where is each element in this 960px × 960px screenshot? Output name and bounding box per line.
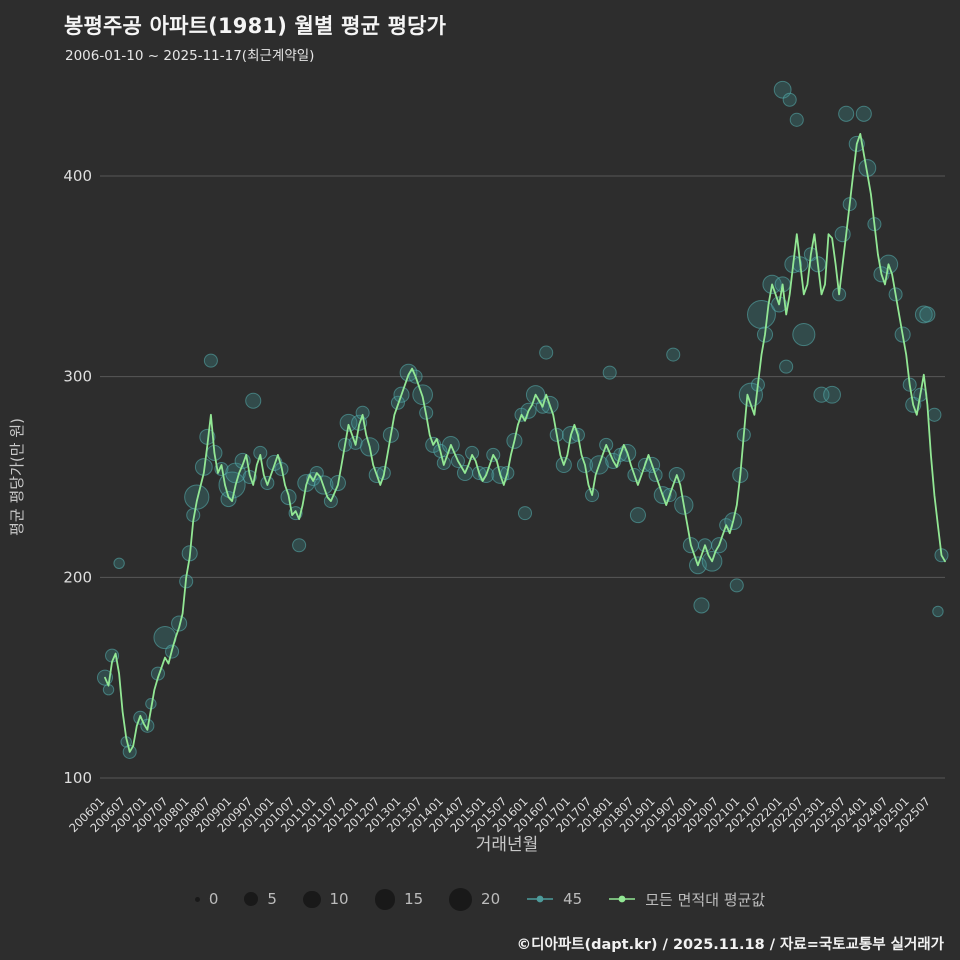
legend-size-item: 15: [374, 889, 424, 910]
bubble-size-dot: [194, 896, 200, 902]
svg-text:평균 평당가(만 원): 평균 평당가(만 원): [8, 418, 26, 536]
legend-size-item: 0: [194, 890, 219, 909]
bubble-size-dot: [302, 890, 321, 909]
svg-text:거래년월: 거래년월: [476, 835, 539, 855]
bubble-size-dot: [449, 888, 473, 911]
chart-subtitle: 2006-01-10 ~ 2025-11-17(최근계약일): [65, 48, 315, 64]
legend-size-item: 20: [449, 888, 500, 911]
legend-series-item: 모든 면적대 평균값: [608, 889, 765, 910]
legend-size-label: 20: [481, 890, 501, 909]
svg-text:100: 100: [63, 769, 92, 787]
bubble-size-dot: [244, 892, 259, 907]
legend-size-item: 5: [244, 890, 277, 909]
svg-text:200: 200: [63, 568, 92, 586]
legend-series-item: 45: [526, 890, 582, 908]
chart-title: 봉평주공 아파트(1981) 월별 평균 평당가: [64, 14, 447, 38]
legend-size-label: 0: [208, 890, 219, 909]
footer-credit: ©디아파트(dapt.kr) / 2025.11.18 / 자료=국토교통부 실…: [516, 937, 944, 953]
legend-size-item: 10: [302, 890, 349, 909]
legend: 0 5 10 15 20 45 모든 면적대 평균값: [0, 888, 960, 911]
series-marker-icon: [527, 896, 554, 903]
legend-size-label: 15: [404, 890, 424, 909]
legend-size-label: 5: [267, 890, 277, 909]
svg-text:400: 400: [63, 167, 92, 185]
series-marker-icon: [609, 896, 636, 903]
legend-size-label: 10: [329, 890, 349, 909]
legend-series-label: 45: [563, 890, 583, 909]
legend-series-label: 모든 면적대 평균값: [645, 890, 766, 909]
svg-text:300: 300: [63, 368, 92, 386]
bubble-size-dot: [374, 889, 396, 910]
chart-canvas: 1002003004002006012006072007012007072008…: [8, 80, 949, 855]
